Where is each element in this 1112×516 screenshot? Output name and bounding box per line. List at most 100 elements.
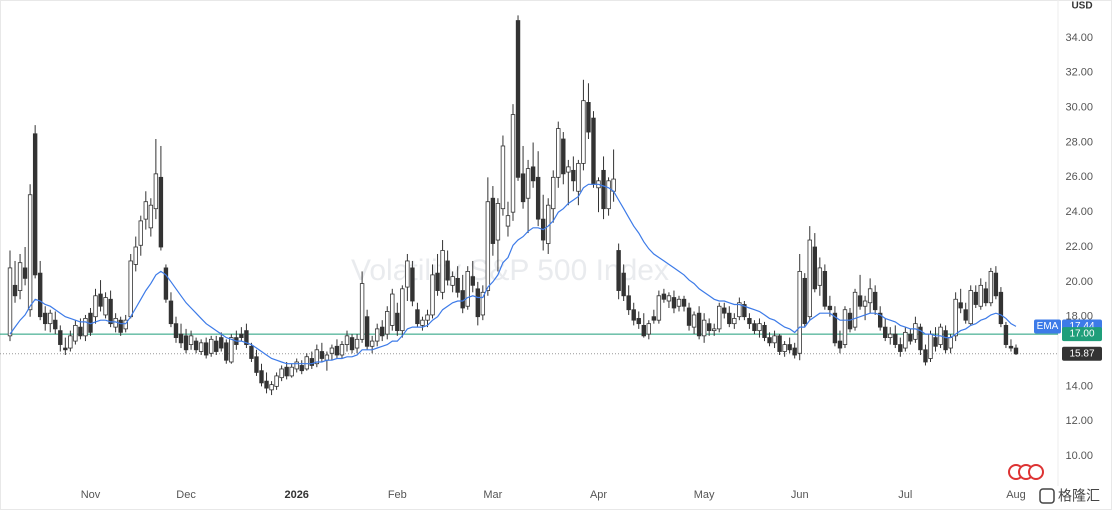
candle-body [706, 323, 712, 332]
candle-body [636, 318, 641, 325]
candle-body [762, 324, 767, 338]
last-price-badge-bg [1062, 346, 1102, 361]
x-tick-label: Feb [388, 489, 407, 501]
candle-body [460, 290, 465, 309]
candle-body [757, 323, 762, 332]
candle-body [103, 297, 108, 316]
y-tick-label: 26.00 [1065, 171, 1093, 183]
candle-body [586, 102, 591, 133]
candle-body [203, 342, 209, 356]
candle-body [998, 291, 1004, 325]
candle-body [782, 344, 787, 352]
candle-body [676, 298, 682, 307]
candle-body [12, 284, 18, 297]
y-tick-label: 32.00 [1065, 67, 1093, 79]
candle-body [842, 309, 848, 345]
candle-body [480, 291, 486, 316]
candle-body [93, 295, 98, 318]
brand-logo: 格隆汇 [1039, 488, 1100, 504]
y-tick-label: 14.00 [1065, 380, 1093, 392]
candle-body [571, 169, 576, 182]
candle-body [747, 318, 752, 325]
candle-body [339, 344, 345, 356]
candle-body [666, 295, 672, 302]
candle-body [988, 270, 994, 304]
candle-body [727, 312, 732, 325]
x-tick-label: Dec [176, 489, 196, 501]
candle-body [883, 326, 888, 338]
candle-body [691, 314, 697, 328]
candle-body [732, 318, 737, 325]
candle-body [797, 270, 802, 354]
candle-body [440, 250, 445, 293]
candle-body [651, 316, 657, 321]
candle-body [777, 335, 782, 352]
x-tick-label: Nov [81, 489, 101, 501]
price-badge: 17.00 [1069, 329, 1094, 340]
candle-body [671, 297, 677, 309]
y-tick-label: 24.00 [1065, 206, 1093, 218]
candle-body [686, 307, 692, 326]
candle-body [405, 260, 410, 288]
candle-body [1003, 324, 1009, 345]
candle-body [958, 302, 963, 309]
candle-body [17, 262, 23, 291]
candle-body [968, 290, 973, 325]
candle-body [138, 220, 143, 246]
candle-body [48, 312, 53, 325]
candle-body [344, 335, 350, 345]
candle-body [722, 307, 727, 314]
candle-body [661, 293, 667, 300]
candle-body [787, 344, 792, 351]
candle-body [465, 270, 470, 307]
candle-body [812, 246, 817, 290]
candle-body [163, 267, 169, 300]
candle-body [626, 295, 631, 311]
candle-body [359, 283, 365, 340]
candle-body [168, 300, 174, 325]
candle-body [606, 180, 611, 210]
price-badge-bg [1062, 327, 1102, 342]
candle-body [229, 337, 234, 363]
candle-body [385, 311, 390, 335]
candle-body [279, 368, 284, 379]
candle-body [455, 277, 460, 293]
candles [7, 15, 1019, 396]
candle-body [561, 138, 566, 175]
candle-body [913, 323, 918, 340]
candle-body [742, 304, 747, 318]
candle-body [611, 178, 616, 192]
candle-body [792, 347, 797, 356]
candle-body [98, 293, 103, 307]
candle-body [903, 331, 908, 349]
candle-body [802, 277, 807, 325]
candle-body [118, 319, 123, 333]
candle-body [535, 176, 541, 220]
candle-body [22, 267, 28, 279]
candle-body [208, 338, 214, 354]
candle-body [239, 333, 244, 338]
candle-body [817, 267, 823, 286]
watermark: Volatility S&P 500 Index [351, 254, 669, 287]
candle-body [530, 166, 536, 182]
candle-body [400, 288, 405, 332]
candle-body [63, 347, 68, 351]
candle-body [364, 316, 370, 347]
candle-body [495, 203, 501, 241]
candle-body [334, 345, 340, 356]
candle-body [1008, 345, 1014, 349]
candle-body [319, 351, 325, 359]
candle-body [309, 358, 314, 366]
candle-body [752, 323, 757, 332]
candle-body [948, 337, 953, 349]
ema-badge-name: EMA [1037, 321, 1059, 332]
x-tick-label: May [694, 489, 715, 501]
candle-body [867, 288, 873, 304]
candle-body [591, 117, 596, 185]
brand-text: 格隆汇 [1058, 488, 1100, 504]
candle-body [249, 345, 254, 359]
candle-body [963, 309, 968, 321]
candle-body [58, 330, 63, 345]
candle-body [108, 298, 113, 325]
candle-body [390, 293, 395, 326]
